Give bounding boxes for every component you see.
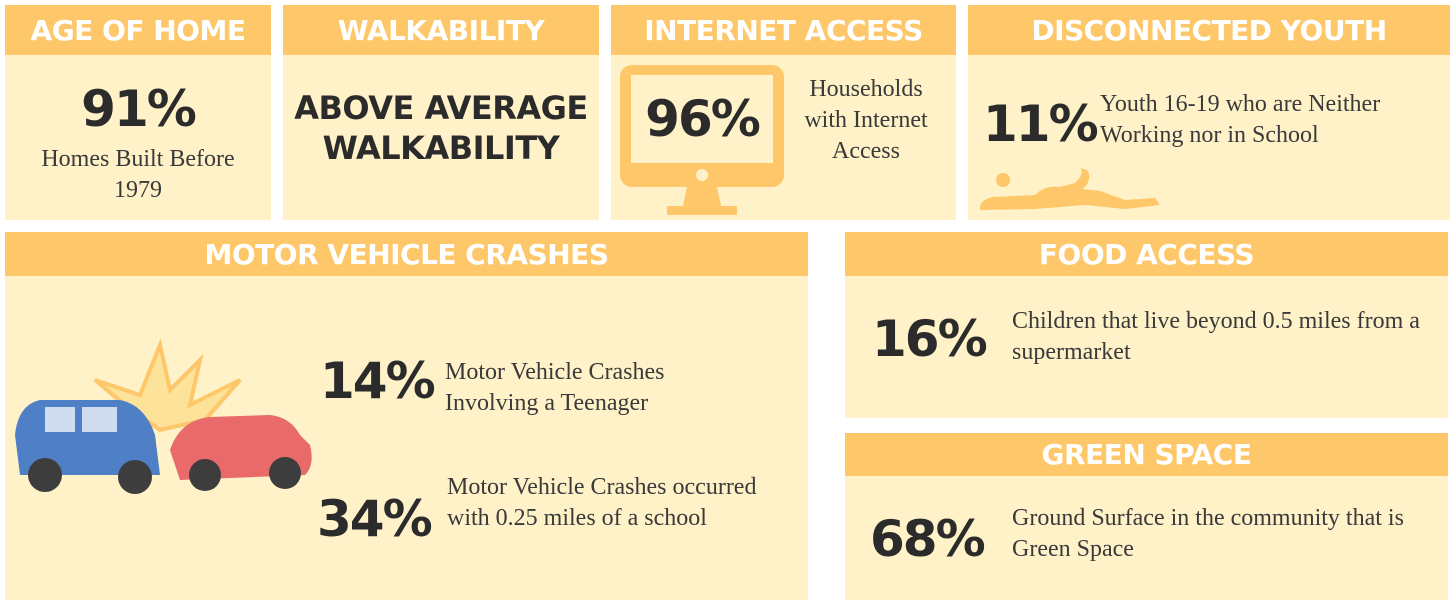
- stat-text: Youth 16-19 who are Neither Working nor …: [1100, 89, 1445, 151]
- stat: 91%: [5, 80, 271, 138]
- stat-text: Motor Vehicle Crashes Involving a Teenag…: [445, 357, 745, 419]
- panel-title: MOTOR VEHICLE CRASHES: [5, 232, 808, 276]
- stat: 34%: [317, 490, 431, 548]
- panel-title: GREEN SPACE: [845, 433, 1448, 476]
- youth-icon: [975, 165, 1165, 215]
- stat: 96%: [631, 90, 773, 148]
- stat: 16%: [872, 310, 986, 368]
- stat: 14%: [320, 352, 434, 410]
- stat-text: Homes Built Before 1979: [38, 144, 238, 206]
- stat-text: Ground Surface in the community that is …: [1012, 503, 1442, 565]
- stat: 11%: [983, 95, 1097, 153]
- stat-text: Children that live beyond 0.5 miles from…: [1012, 306, 1442, 368]
- panel-title: DISCONNECTED YOUTH: [968, 5, 1450, 55]
- panel-title: FOOD ACCESS: [845, 232, 1448, 276]
- stat-text: Motor Vehicle Crashes occurred with 0.25…: [447, 472, 797, 534]
- stat-text: Households with Internet Access: [791, 74, 941, 167]
- crash-icon: [10, 335, 320, 505]
- stat: 68%: [870, 510, 984, 568]
- stat: ABOVE AVERAGE WALKABILITY: [283, 88, 599, 168]
- panel-title: AGE OF HOME: [5, 5, 271, 55]
- panel-title: INTERNET ACCESS: [611, 5, 956, 55]
- page: AGE OF HOME 91% Homes Built Before 1979 …: [0, 0, 1455, 603]
- panel-title: WALKABILITY: [283, 5, 599, 55]
